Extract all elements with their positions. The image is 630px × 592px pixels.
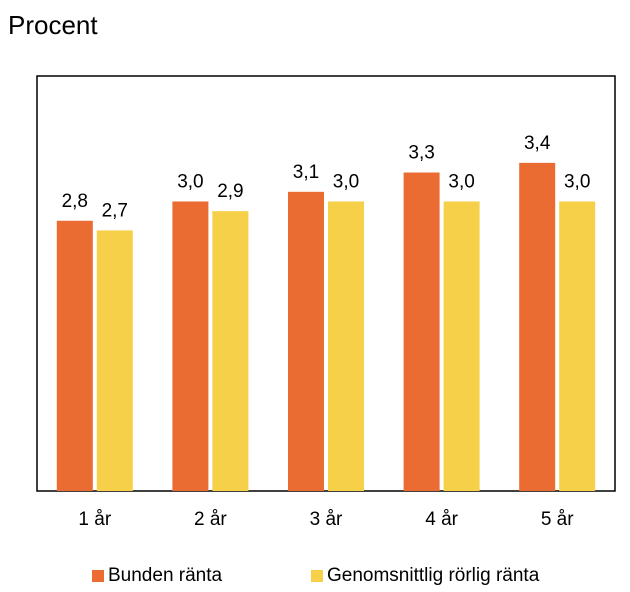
legend-label-rorlig: Genomsnittlig rörlig ränta [327, 565, 540, 586]
legend-item-rorlig: Genomsnittlig rörlig ränta [311, 565, 539, 587]
legend: Bunden ränta Genomsnittlig rörlig ränta [0, 565, 630, 587]
bar-rorlig-3 [328, 201, 364, 491]
data-label-bunden-1: 2,8 [62, 191, 88, 212]
bar-rorlig-2 [212, 211, 249, 491]
x-tick-label-4: 4 år [425, 509, 458, 530]
data-label-bunden-3: 3,1 [293, 162, 319, 183]
x-tick-label-1: 1 år [78, 509, 111, 530]
bar-bunden-5 [519, 162, 556, 491]
data-label-rorlig-3: 3,0 [333, 171, 359, 192]
data-label-bunden-2: 3,0 [177, 171, 203, 192]
data-label-bunden-4: 3,3 [408, 143, 434, 164]
bar-bunden-2 [172, 201, 209, 491]
legend-item-bunden: Bunden ränta [92, 565, 222, 587]
legend-label-bunden: Bunden ränta [108, 565, 223, 586]
data-label-rorlig-2: 2,9 [217, 181, 243, 202]
bar-bunden-3 [288, 191, 324, 491]
legend-swatch-rorlig [311, 570, 323, 582]
plot-area-frame [36, 75, 616, 492]
x-tick-label-3: 3 år [310, 509, 343, 530]
bar-bunden-4 [403, 172, 440, 491]
bar-chart: 2,8 2,7 3,0 2,9 3,1 3,0 3,3 3,0 3,4 3,0 1 år 2 år 3… [36, 75, 616, 530]
bar-rorlig-4 [443, 201, 480, 491]
bar-rorlig-5 [559, 201, 596, 491]
data-label-rorlig-1: 2,7 [102, 200, 128, 221]
legend-swatch-bunden [92, 570, 104, 582]
data-label-bunden-5: 3,4 [524, 133, 551, 154]
bar-rorlig-1 [96, 230, 133, 491]
x-tick-label-5: 5 år [541, 509, 574, 530]
x-tick-label-2: 2 år [194, 509, 227, 530]
data-label-rorlig-5: 3,0 [564, 171, 590, 192]
bar-bunden-1 [56, 220, 93, 491]
y-axis-title: Procent [8, 10, 98, 40]
data-label-rorlig-4: 3,0 [448, 171, 474, 192]
